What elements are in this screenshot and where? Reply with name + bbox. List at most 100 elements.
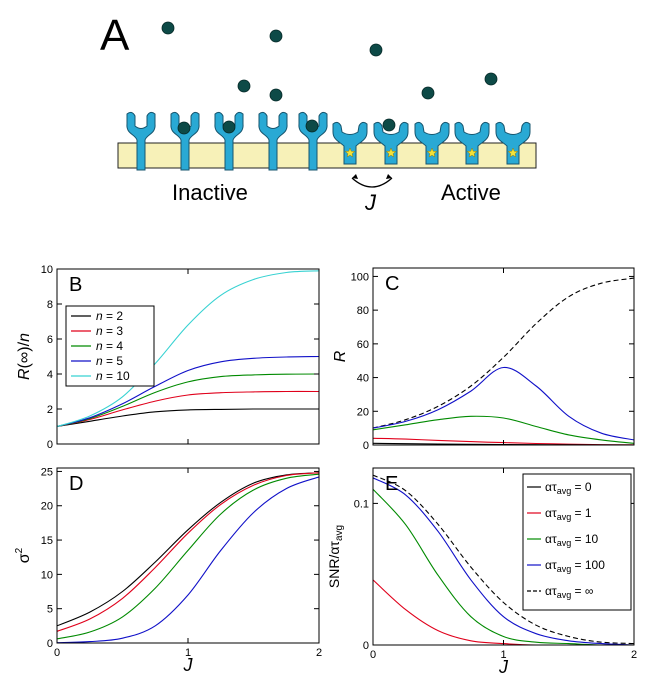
- legend-label-E-5: ατavg = ∞: [545, 584, 593, 600]
- series-line-B-1: [57, 408, 319, 428]
- plot-frame-D: [56, 467, 320, 644]
- panel-d-chart: 0 5 10 15 20 25 0 1 2 Dσ2 J: [14, 466, 322, 673]
- y-tick-label-E-0: 0: [363, 640, 369, 652]
- y-tick-label-B-2: 4: [47, 369, 53, 381]
- legend-label-E-4: ατavg = 100: [545, 558, 605, 574]
- x-axis-label-D: J: [183, 655, 194, 673]
- series-line-C-2: [373, 366, 634, 441]
- legend-label-E-1: ατavg = 0: [545, 480, 592, 496]
- y-axis-label-B: R(∞)/n: [16, 333, 33, 380]
- series-group-B: [57, 270, 319, 428]
- series-line-D-1: [57, 472, 319, 627]
- activation-star-5: [507, 147, 519, 158]
- panel-b-chart: 0 2 4 6 8 10 B R(∞)/n n = 2n = 3n = 4n = 5n = 10: [16, 264, 320, 451]
- inactive-receptor-1: [126, 111, 156, 171]
- y-tick-label-B-1: 2: [47, 404, 53, 416]
- x-tick-label-E-2: 2: [631, 649, 637, 661]
- y-tick-label-D-3: 15: [41, 535, 53, 547]
- panel-letter-B: B: [69, 274, 82, 296]
- y-tick-label-D-1: 5: [47, 604, 53, 616]
- x-tick-label-E-1: 1: [500, 649, 506, 661]
- legend-label-B-4: n = 5: [96, 354, 123, 368]
- legend-label-B-5: n = 10: [96, 369, 130, 383]
- series-line-D-2: [57, 472, 319, 632]
- series-line-B-4: [57, 355, 319, 428]
- y-tick-label-C-2: 40: [357, 373, 369, 385]
- legend-box-E: [522, 473, 632, 611]
- y-tick-label-B-5: 10: [41, 264, 53, 276]
- series-line-D-4: [57, 476, 319, 643]
- panel-c-chart: 0 20 40 60 80 100 C R: [332, 267, 635, 452]
- x-axis-label-E: J: [498, 657, 509, 673]
- legend-label-B-1: n = 2: [96, 309, 123, 323]
- panel-a-illustration: A Inactive Active J: [100, 11, 537, 215]
- y-tick-label-B-4: 8: [47, 299, 53, 311]
- y-tick-label-C-4: 80: [357, 305, 369, 317]
- x-tick-label-D-2: 2: [316, 647, 322, 659]
- legend-label-B-3: n = 4: [96, 339, 123, 353]
- y-axis-label-E: SNR/ατavg: [326, 525, 345, 588]
- ligand-10: [305, 119, 319, 133]
- x-tick-label-D-0: 0: [54, 647, 60, 659]
- coupling-arrow: [351, 177, 393, 188]
- series-line-B-5: [57, 270, 319, 428]
- legend-label-B-2: n = 3: [96, 324, 123, 338]
- y-tick-label-C-0: 0: [363, 440, 369, 452]
- series-group-C: [373, 277, 634, 445]
- inactive-receptor-4: [258, 111, 288, 171]
- active-receptor-5: [495, 121, 531, 165]
- panel-letter-E: E: [385, 473, 398, 495]
- active-receptor-4: [454, 121, 490, 165]
- activation-star-2: [385, 147, 397, 158]
- series-line-B-3: [57, 373, 319, 428]
- coupling-j-label: J: [364, 190, 377, 215]
- activation-star-3: [426, 147, 438, 158]
- series-group-D: [57, 472, 319, 643]
- inactive-label: Inactive: [172, 180, 248, 205]
- activation-star-1: [344, 147, 356, 158]
- active-receptor-3: [414, 121, 450, 165]
- active-receptor-1: [332, 121, 368, 165]
- active-label: Active: [441, 180, 501, 205]
- y-axis-label-D: σ2: [14, 547, 33, 563]
- series-line-B-2: [57, 390, 319, 428]
- y-tick-label-E-1: 0.1: [354, 498, 369, 510]
- y-axis-label-C: R: [332, 350, 349, 362]
- y-tick-label-D-5: 25: [41, 466, 53, 478]
- y-tick-label-D-4: 20: [41, 501, 53, 513]
- series-line-E-5: [373, 474, 634, 645]
- y-tick-label-C-1: 20: [357, 406, 369, 418]
- legend-label-E-3: ατavg = 10: [545, 532, 599, 548]
- ligand-6: [421, 86, 435, 100]
- ligand-4: [237, 79, 251, 93]
- series-line-C-3: [373, 415, 634, 444]
- legend-label-E-2: ατavg = 1: [545, 506, 592, 522]
- y-tick-label-C-3: 60: [357, 339, 369, 351]
- panel-letter-D: D: [69, 473, 83, 495]
- activation-star-4: [466, 147, 478, 158]
- active-receptor-2: [373, 121, 409, 165]
- ligand-11: [382, 118, 396, 132]
- ligand-9: [222, 120, 236, 134]
- ligand-group: [161, 21, 498, 135]
- ligand-5: [269, 88, 283, 102]
- panel-a-letter: A: [100, 11, 130, 60]
- y-tick-label-D-2: 10: [41, 569, 53, 581]
- x-tick-label-D-1: 1: [185, 647, 191, 659]
- panel-letter-C: C: [385, 273, 399, 295]
- ligand-1: [161, 21, 175, 35]
- y-tick-label-B-3: 6: [47, 334, 53, 346]
- x-tick-label-E-0: 0: [370, 649, 376, 661]
- y-tick-label-C-5: 100: [351, 271, 369, 283]
- ligand-3: [369, 43, 383, 57]
- series-line-D-3: [57, 473, 319, 640]
- series-line-C-1: [373, 277, 634, 429]
- series-line-E-4: [373, 477, 634, 645]
- ligand-8: [177, 121, 191, 135]
- coupling-arrowhead-right: [386, 174, 392, 179]
- coupling-arrowhead-left: [352, 174, 358, 179]
- ligand-7: [484, 72, 498, 86]
- ligand-2: [269, 29, 283, 43]
